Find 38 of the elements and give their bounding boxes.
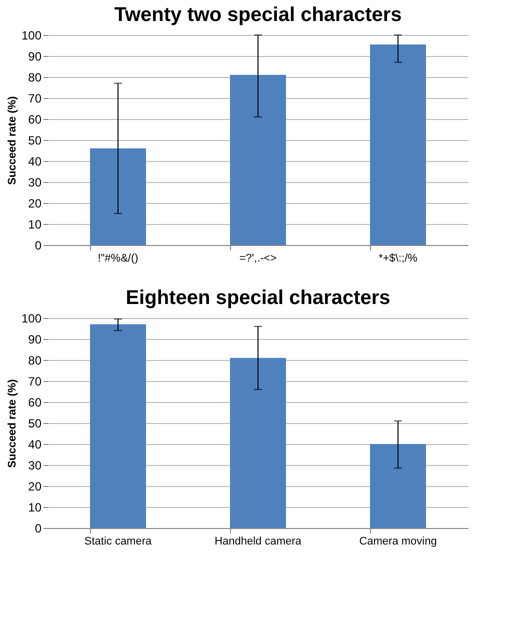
x-tick-label: *+$\:;/% <box>378 252 418 264</box>
y-tick-label: 70 <box>28 92 42 106</box>
x-tick-label: Handheld camera <box>214 536 302 548</box>
y-tick-label: 20 <box>28 480 42 494</box>
y-tick-label: 40 <box>28 438 42 452</box>
y-tick-label: 100 <box>21 28 42 42</box>
y-tick-label: 100 <box>21 312 42 326</box>
y-tick-label: 50 <box>28 134 42 148</box>
y-tick-label: 70 <box>28 374 42 388</box>
y-axis-title: Succeed rate (%) <box>6 96 18 185</box>
x-tick-label: Camera moving <box>359 536 437 548</box>
bar <box>90 148 146 245</box>
y-tick-label: 0 <box>34 238 42 252</box>
chart-title: Twenty two special characters <box>114 4 402 26</box>
y-tick-label: 20 <box>28 196 42 210</box>
y-tick-label: 30 <box>28 458 42 472</box>
y-tick-label: 80 <box>28 354 42 368</box>
bar <box>230 358 286 528</box>
chart-title: Eighteen special characters <box>126 287 390 309</box>
y-tick-label: 90 <box>28 50 42 64</box>
y-tick-label: 90 <box>28 332 42 346</box>
y-tick-label: 10 <box>28 218 42 232</box>
bar <box>370 444 426 528</box>
y-tick-label: 60 <box>28 112 42 126</box>
bar <box>230 74 286 245</box>
bar <box>370 44 426 245</box>
x-tick-label: Static camera <box>84 536 153 548</box>
y-tick-label: 40 <box>28 154 42 168</box>
y-tick-label: 30 <box>28 176 42 190</box>
y-tick-label: 0 <box>34 522 42 536</box>
y-tick-label: 10 <box>28 500 42 514</box>
y-tick-label: 50 <box>28 416 42 430</box>
bar <box>90 324 146 528</box>
x-tick-label: =?',.-<> <box>239 252 277 264</box>
y-axis-title: Succeed rate (%) <box>6 378 18 468</box>
y-tick-label: 60 <box>28 396 42 410</box>
y-tick-label: 80 <box>28 70 42 84</box>
x-tick-label: !"#%&/() <box>98 252 138 264</box>
